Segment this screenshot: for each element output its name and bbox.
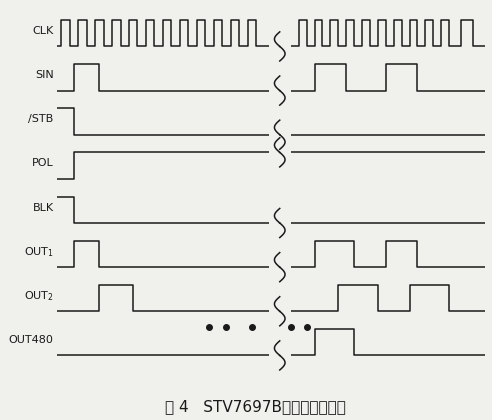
Text: BLK: BLK — [32, 202, 54, 213]
Text: OUT$_2$: OUT$_2$ — [24, 289, 54, 303]
Text: OUT$_1$: OUT$_1$ — [24, 245, 54, 259]
Text: CLK: CLK — [32, 26, 54, 36]
Text: SIN: SIN — [35, 70, 54, 80]
Text: 图 4   STV7697B工作时序波形图: 图 4 STV7697B工作时序波形图 — [165, 399, 346, 414]
Text: OUT480: OUT480 — [9, 335, 54, 345]
Text: POL: POL — [32, 158, 54, 168]
Text: /STB: /STB — [28, 114, 54, 124]
